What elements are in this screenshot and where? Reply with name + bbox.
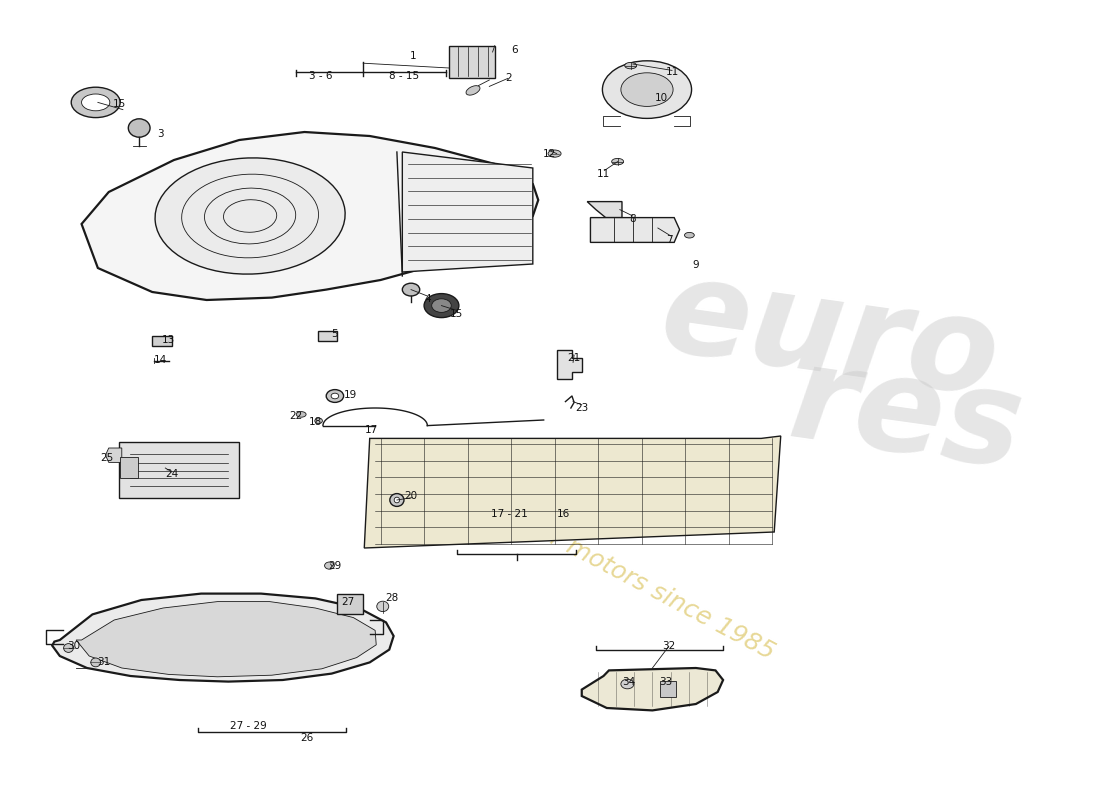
Polygon shape (557, 350, 582, 379)
Text: 28: 28 (385, 594, 398, 603)
Text: 10: 10 (654, 93, 668, 102)
Ellipse shape (620, 679, 634, 689)
Text: 8 - 15: 8 - 15 (389, 71, 419, 81)
Ellipse shape (91, 658, 100, 667)
Text: 17: 17 (365, 425, 378, 434)
Text: 32: 32 (662, 642, 675, 651)
Text: 27 - 29: 27 - 29 (230, 722, 266, 731)
Ellipse shape (129, 118, 150, 138)
Ellipse shape (389, 494, 404, 506)
Polygon shape (106, 448, 122, 462)
Text: 15: 15 (450, 309, 463, 318)
Ellipse shape (331, 393, 339, 399)
FancyBboxPatch shape (119, 442, 239, 498)
Ellipse shape (72, 87, 120, 118)
Ellipse shape (612, 158, 624, 165)
Text: 5: 5 (331, 330, 338, 339)
Text: 3: 3 (157, 130, 164, 139)
Text: 12: 12 (542, 149, 556, 158)
Text: 24: 24 (165, 469, 178, 478)
Text: 2: 2 (506, 74, 513, 83)
Text: 17 - 21: 17 - 21 (491, 509, 527, 518)
Text: 25: 25 (100, 453, 113, 462)
Polygon shape (403, 152, 532, 272)
Text: 19: 19 (343, 390, 356, 400)
Ellipse shape (64, 643, 74, 653)
FancyBboxPatch shape (152, 336, 172, 346)
Ellipse shape (327, 390, 343, 402)
Polygon shape (52, 594, 394, 682)
Text: 18: 18 (309, 418, 322, 427)
Ellipse shape (431, 298, 451, 313)
Text: 30: 30 (67, 642, 80, 651)
Text: 11: 11 (666, 67, 679, 77)
Text: 6: 6 (512, 45, 518, 54)
Text: 29: 29 (328, 562, 341, 571)
Ellipse shape (81, 94, 110, 110)
Ellipse shape (684, 233, 694, 238)
Ellipse shape (466, 86, 480, 95)
Text: 8: 8 (629, 214, 636, 224)
Ellipse shape (620, 73, 673, 106)
Text: 34: 34 (621, 677, 635, 686)
Polygon shape (364, 436, 781, 548)
Text: 33: 33 (659, 677, 672, 686)
Text: 15: 15 (113, 99, 127, 109)
Polygon shape (587, 202, 621, 218)
Ellipse shape (324, 562, 334, 570)
Text: 27: 27 (341, 597, 354, 606)
Polygon shape (582, 668, 723, 710)
Text: 20: 20 (405, 491, 418, 501)
Polygon shape (76, 602, 376, 677)
Ellipse shape (548, 150, 561, 157)
Ellipse shape (315, 418, 322, 424)
Ellipse shape (155, 158, 345, 274)
FancyBboxPatch shape (449, 46, 495, 78)
Text: 9: 9 (693, 260, 700, 270)
Ellipse shape (296, 411, 306, 418)
FancyBboxPatch shape (660, 681, 676, 697)
Polygon shape (81, 132, 538, 300)
Ellipse shape (377, 602, 388, 611)
Text: 22: 22 (289, 411, 302, 421)
Text: 7: 7 (667, 235, 673, 245)
Text: 21: 21 (568, 354, 581, 363)
Text: 14: 14 (154, 355, 167, 365)
Ellipse shape (625, 62, 637, 69)
Ellipse shape (425, 294, 459, 318)
Text: 11: 11 (597, 169, 611, 178)
Text: 31: 31 (97, 658, 110, 667)
FancyBboxPatch shape (120, 457, 139, 478)
Text: 16: 16 (557, 509, 570, 518)
FancyBboxPatch shape (318, 331, 337, 341)
Text: 26: 26 (300, 733, 313, 742)
Text: 1: 1 (410, 51, 417, 61)
Ellipse shape (394, 497, 399, 503)
Text: res: res (783, 337, 1032, 495)
Ellipse shape (403, 283, 420, 296)
FancyBboxPatch shape (337, 594, 363, 614)
Text: 23: 23 (575, 403, 589, 413)
Text: 3 - 6: 3 - 6 (309, 71, 332, 81)
Text: euro: euro (652, 250, 1006, 422)
Text: 4: 4 (424, 294, 431, 304)
Polygon shape (591, 218, 680, 242)
Text: a passion for motors since 1985: a passion for motors since 1985 (414, 455, 779, 665)
Ellipse shape (603, 61, 692, 118)
Text: 13: 13 (162, 335, 175, 345)
